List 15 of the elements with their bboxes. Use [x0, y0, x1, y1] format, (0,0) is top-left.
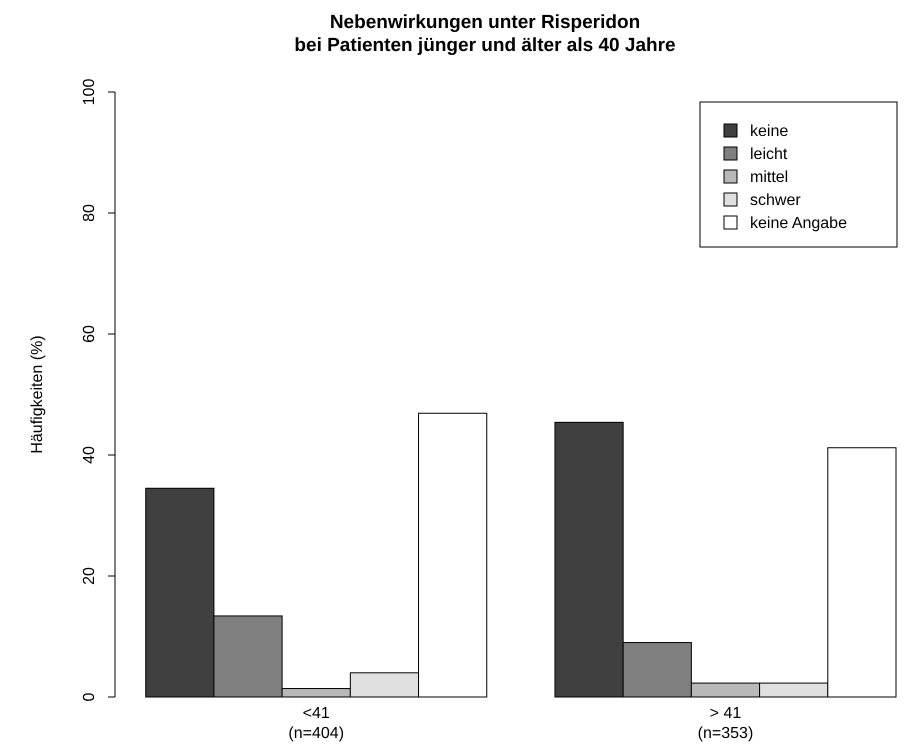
y-axis-title: Häufigkeiten (%)	[29, 335, 46, 454]
x-tick-label: > 41 (n=353)	[698, 705, 754, 742]
legend-label: leicht	[750, 146, 788, 163]
y-tick-label: 100	[81, 78, 98, 106]
y-tick-label: 20	[81, 567, 98, 585]
y-tick-label: 60	[81, 325, 98, 343]
legend-label: keine Angabe	[750, 215, 848, 232]
y-tick-label: 40	[81, 446, 98, 464]
chart-title: Nebenwirkungen unter Risperidon bei Patienten jünger und älter als 40 Jahre	[294, 12, 676, 56]
legend-label: schwer	[750, 192, 802, 209]
legend-label: mittel	[750, 169, 788, 186]
legend-label: keine	[750, 123, 788, 140]
y-tick-label: 0	[81, 692, 98, 702]
y-tick-label: 80	[81, 204, 98, 222]
x-tick-label: <41 (n=404)	[288, 705, 344, 742]
